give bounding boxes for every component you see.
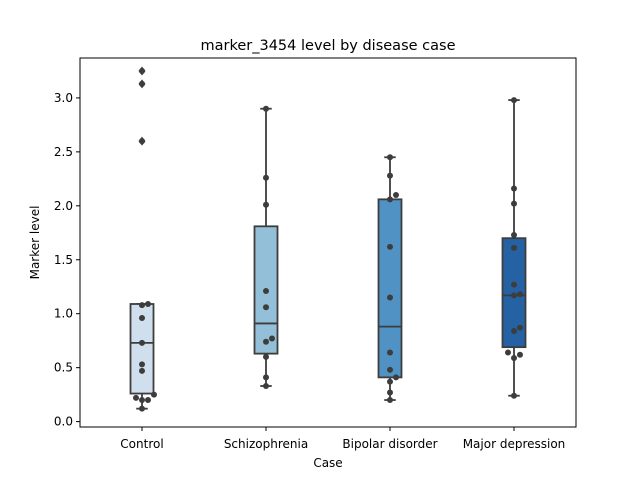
data-point <box>139 367 145 374</box>
y-tick-label: 0.0 <box>54 415 73 429</box>
data-point <box>387 196 393 203</box>
data-point <box>511 281 517 288</box>
data-point <box>151 391 157 398</box>
data-point <box>505 349 511 356</box>
data-point <box>387 172 393 179</box>
data-point <box>387 378 393 385</box>
data-point <box>139 361 145 368</box>
data-point <box>139 397 145 404</box>
data-point <box>511 327 517 334</box>
data-point <box>393 192 399 199</box>
x-axis-label: Case <box>313 456 342 470</box>
data-point <box>139 339 145 346</box>
data-point <box>139 67 145 74</box>
data-point <box>145 301 151 307</box>
data-point <box>511 231 517 238</box>
x-axis: Control Schizophrenia Bipolar disorder Majo… <box>120 427 565 451</box>
data-point <box>263 201 269 208</box>
data-point <box>517 324 523 331</box>
y-tick-label: 1.5 <box>54 253 73 267</box>
data-point <box>511 185 517 192</box>
x-tick-label: Schizophrenia <box>224 437 308 451</box>
x-tick-label: Control <box>120 437 163 451</box>
y-axis: 0.0 0.5 1.0 1.5 2.0 2.5 3.0 <box>54 91 80 429</box>
x-tick-label: Major depression <box>463 437 566 451</box>
data-point <box>387 389 393 396</box>
chart-title: marker_3454 level by disease case <box>201 38 456 54</box>
data-point <box>511 244 517 251</box>
data-point <box>145 397 151 404</box>
y-axis-label: Marker level <box>28 206 42 280</box>
data-point <box>263 383 269 389</box>
data-point <box>139 138 145 145</box>
y-tick-label: 0.5 <box>54 361 73 375</box>
data-point <box>139 315 145 322</box>
data-point <box>263 304 269 311</box>
x-tick-label: Bipolar disorder <box>342 437 437 451</box>
y-tick-label: 2.0 <box>54 199 73 213</box>
data-point <box>263 288 269 295</box>
data-point <box>387 243 393 250</box>
data-point <box>263 338 269 345</box>
plot-marks <box>129 66 527 412</box>
data-point <box>517 291 523 298</box>
data-point <box>133 394 139 401</box>
data-point <box>511 354 517 361</box>
data-point <box>139 302 145 309</box>
data-point <box>387 349 393 356</box>
data-point <box>393 374 399 381</box>
data-point <box>511 392 517 399</box>
data-point <box>263 105 269 112</box>
plot-frame <box>79 57 577 428</box>
data-point <box>139 80 145 87</box>
data-point <box>511 292 517 299</box>
data-point <box>511 200 517 207</box>
data-point <box>517 351 523 358</box>
data-point <box>263 374 269 381</box>
data-point <box>387 366 393 373</box>
data-point <box>387 397 393 404</box>
data-point <box>511 97 517 104</box>
data-point <box>269 335 275 342</box>
data-point <box>139 405 145 412</box>
data-point <box>263 174 269 181</box>
data-point <box>387 154 393 161</box>
y-tick-label: 1.0 <box>54 307 73 321</box>
y-tick-label: 2.5 <box>54 145 73 159</box>
data-point <box>387 294 393 301</box>
y-tick-label: 3.0 <box>54 91 73 105</box>
data-point <box>263 353 269 360</box>
